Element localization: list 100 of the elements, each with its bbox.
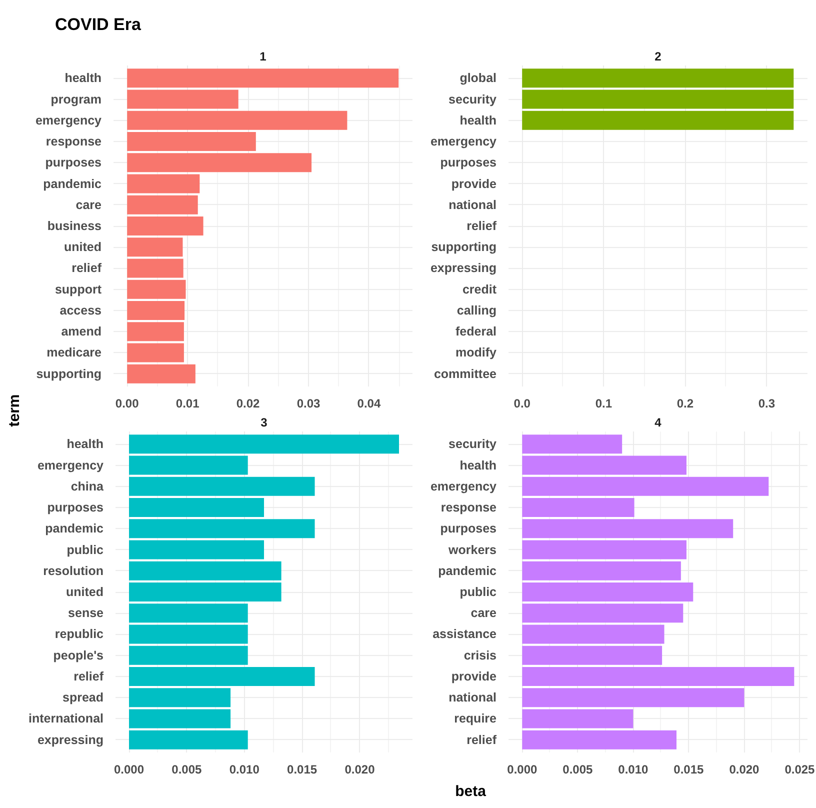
y-tick-label: united xyxy=(64,240,102,254)
y-tick-label: emergency xyxy=(37,458,104,472)
bar xyxy=(127,174,200,194)
y-tick-label: assistance xyxy=(432,627,497,642)
y-tick-label: united xyxy=(66,585,104,599)
y-tick-label: national xyxy=(448,198,497,212)
x-tick-label: 0.015 xyxy=(287,762,318,776)
x-tick-label: 0.000 xyxy=(507,762,538,776)
x-tick-label: 0.3 xyxy=(758,396,776,410)
bar xyxy=(127,132,256,152)
y-tick-label: national xyxy=(448,690,497,705)
bar xyxy=(127,280,186,299)
x-tick-label: 0.010 xyxy=(618,762,649,776)
y-tick-label: purposes xyxy=(47,500,104,515)
y-tick-label: workers xyxy=(448,542,497,557)
bar xyxy=(127,322,184,342)
y-tick-label: care xyxy=(76,198,102,212)
x-tick-label: 0.000 xyxy=(114,762,144,776)
y-tick-label: public xyxy=(460,585,497,599)
bar xyxy=(129,688,231,708)
y-tick-label: health xyxy=(460,113,496,128)
bar xyxy=(127,343,184,362)
bar xyxy=(127,68,399,88)
y-tick-label: crisis xyxy=(464,648,497,662)
y-tick-label: program xyxy=(50,92,102,106)
y-tick-label: pandemic xyxy=(438,564,497,578)
bar xyxy=(522,604,684,623)
chart-subtitle: 4 xyxy=(654,416,662,430)
bar xyxy=(129,519,315,538)
x-tick-label: 0.005 xyxy=(562,762,594,776)
y-tick-label: relief xyxy=(72,261,102,276)
bar xyxy=(129,582,282,602)
y-tick-label: relief xyxy=(466,219,498,233)
x-tick-label: 0.025 xyxy=(784,762,816,776)
bar xyxy=(522,456,686,475)
bar xyxy=(129,646,248,665)
bar xyxy=(129,604,248,623)
y-tick-label: require xyxy=(454,712,497,726)
bar xyxy=(127,300,185,320)
y-tick-label: emergency xyxy=(430,479,497,494)
bar xyxy=(522,476,769,496)
bar xyxy=(127,153,312,172)
y-tick-label: spread xyxy=(62,690,104,705)
y-tick-label: expressing xyxy=(37,732,104,747)
y-tick-label: provide xyxy=(451,669,497,684)
bar xyxy=(129,498,264,518)
x-tick-label: 0.00 xyxy=(115,396,140,410)
y-tick-label: amend xyxy=(61,324,102,339)
bar xyxy=(127,90,238,109)
y-tick-label: health xyxy=(460,458,496,472)
y-tick-label: emergency xyxy=(35,113,102,128)
y-tick-label: relief xyxy=(466,732,498,747)
x-tick-label: 0.020 xyxy=(729,762,760,776)
bar xyxy=(129,730,248,750)
y-tick-label: relief xyxy=(74,669,104,684)
y-tick-label: emergency xyxy=(430,134,497,149)
bar xyxy=(129,666,315,686)
y-tick-label: public xyxy=(66,542,104,557)
x-tick-label: 0.015 xyxy=(674,762,704,776)
y-tick-label: pandemic xyxy=(45,522,104,536)
chart-subtitle: 2 xyxy=(654,50,662,64)
bar xyxy=(127,238,183,257)
y-tick-label: business xyxy=(47,219,102,233)
bar xyxy=(129,561,282,580)
y-tick-label: purposes xyxy=(440,522,497,536)
bar xyxy=(129,624,248,644)
x-tick-label: 0.04 xyxy=(357,396,381,410)
y-tick-label: credit xyxy=(462,282,498,296)
bar xyxy=(127,216,204,236)
y-tick-label: purposes xyxy=(45,156,102,170)
y-tick-label: security xyxy=(448,437,497,452)
bar xyxy=(129,476,315,496)
x-tick-label: 0.010 xyxy=(229,762,260,776)
bar xyxy=(127,364,196,384)
y-tick-label: resolution xyxy=(43,564,104,578)
y-tick-label: health xyxy=(66,437,104,452)
bar xyxy=(522,624,664,644)
x-tick-label: 0.1 xyxy=(595,396,612,410)
bar xyxy=(522,666,794,686)
y-tick-label: global xyxy=(460,71,497,86)
y-tick-label: access xyxy=(60,303,102,318)
bar xyxy=(522,730,676,750)
x-tick-label: 0.01 xyxy=(176,396,200,410)
bar xyxy=(127,195,198,214)
bar xyxy=(522,582,694,602)
y-tick-label: response xyxy=(440,500,497,515)
bar xyxy=(127,258,184,278)
bar xyxy=(522,646,662,665)
y-tick-label: supporting xyxy=(36,366,102,381)
chart-subtitle: 1 xyxy=(260,50,267,64)
y-tick-label: people's xyxy=(53,648,104,662)
y-tick-label: international xyxy=(28,712,104,726)
y-tick-label: care xyxy=(470,606,497,620)
bar xyxy=(522,498,634,518)
y-tick-label: expressing xyxy=(430,261,497,276)
chart-subtitle: 3 xyxy=(260,416,268,430)
y-tick-label: support xyxy=(54,282,102,296)
bar xyxy=(129,434,399,454)
bar xyxy=(127,110,348,130)
y-tick-label: provide xyxy=(451,176,497,191)
